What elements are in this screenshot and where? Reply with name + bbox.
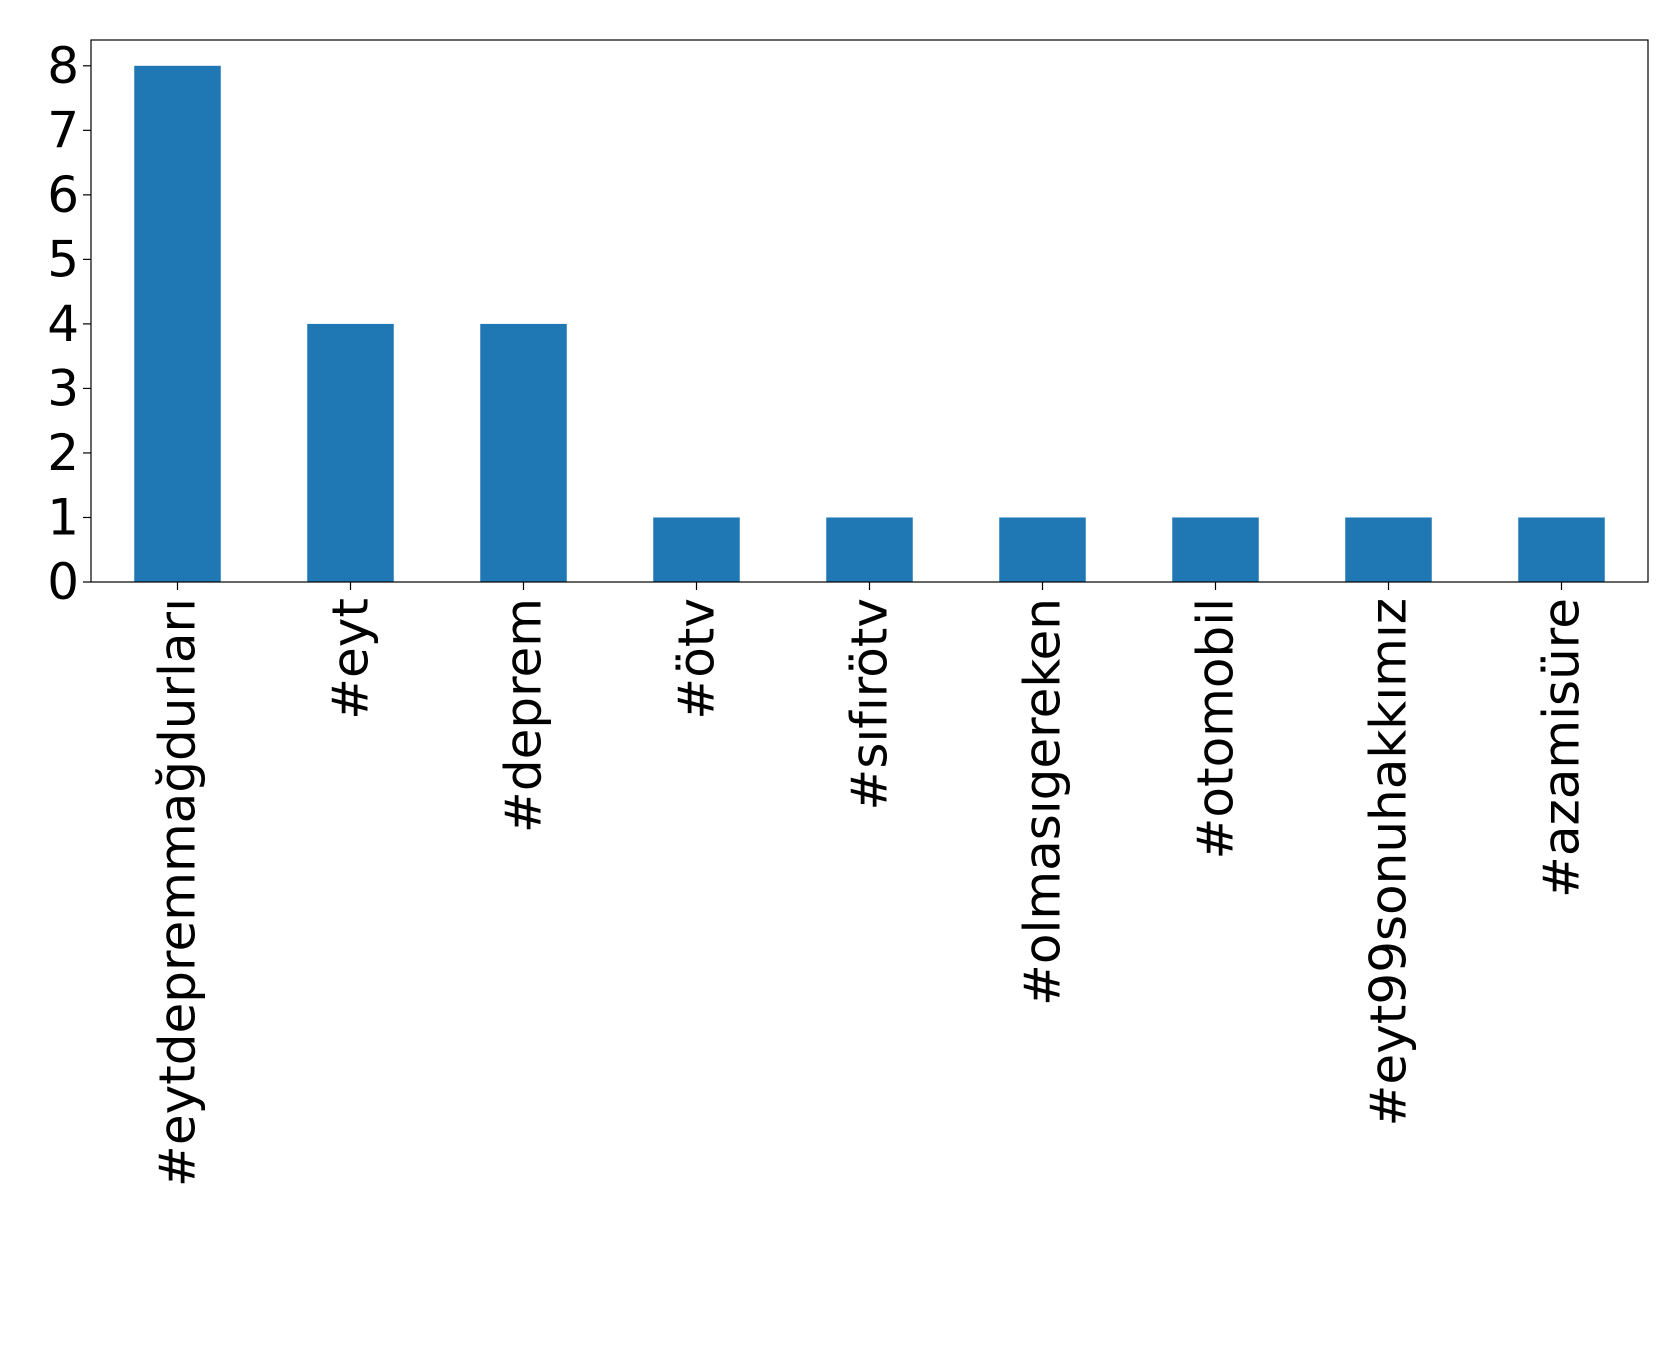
x-tick-label: #ötv [668,598,726,720]
y-tick-label: 2 [47,424,79,482]
bar [480,323,567,582]
bar [999,517,1086,582]
y-axis: 0 1 2 3 4 5 6 7 8 [47,37,91,611]
bar [307,323,394,582]
x-tick-label: #eyt99sonuhakkımız [1360,598,1418,1126]
y-tick-label: 0 [47,553,79,611]
x-axis: #eytdepremmağdurları #eyt #deprem #ötv #sıfı… [149,582,1591,1187]
x-tick-label: #otomobil [1187,598,1245,860]
x-tick-label: #sıfırötv [841,598,899,811]
bar [653,517,740,582]
y-tick-label: 3 [47,359,79,417]
bars-group [134,65,1605,582]
x-tick-label: #eyt [322,598,380,720]
bar [1518,517,1605,582]
x-tick-label: #olmasıgereken [1014,598,1072,1006]
bar [1172,517,1259,582]
plot-frame [90,39,1649,583]
x-tick-label: #eytdepremmağdurları [149,598,207,1187]
y-tick-label: 6 [47,166,79,224]
y-tick-label: 5 [47,230,79,288]
y-tick-label: 7 [47,101,79,159]
bar [1345,517,1432,582]
y-tick-label: 1 [47,488,79,546]
x-tick-label: #azamisüre [1533,598,1591,898]
x-tick-label: #deprem [495,598,553,833]
bar [826,517,913,582]
bar [134,65,221,582]
y-tick-label: 4 [47,295,79,353]
y-tick-label: 8 [47,37,79,95]
